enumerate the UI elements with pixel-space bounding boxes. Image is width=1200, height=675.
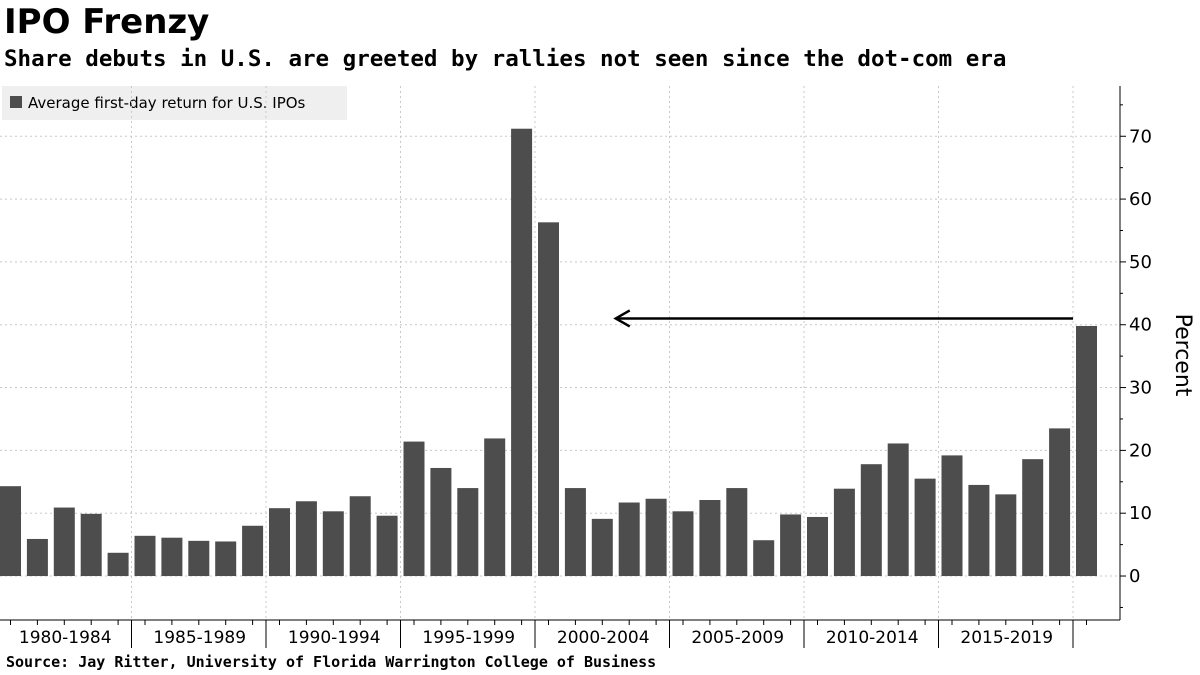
bar	[538, 222, 559, 577]
legend	[2, 86, 347, 120]
bar	[1076, 325, 1097, 577]
bar	[645, 498, 667, 577]
bar	[322, 511, 344, 577]
bar	[833, 488, 855, 577]
y-axis-title: Percent	[1170, 314, 1195, 397]
bar	[672, 511, 694, 577]
bar	[107, 552, 129, 577]
x-group-label: 1985-1989	[153, 628, 246, 648]
source-note: Source: Jay Ritter, University of Florid…	[6, 653, 657, 671]
bar	[968, 484, 990, 577]
bar	[699, 500, 721, 577]
bar	[242, 525, 264, 577]
bar	[269, 508, 290, 577]
bar	[995, 494, 1017, 577]
x-group-label: 2015-2019	[960, 628, 1053, 648]
bar	[618, 502, 640, 577]
x-group-label: 2005-2009	[691, 628, 784, 648]
bar	[1022, 459, 1044, 577]
bar	[376, 515, 398, 577]
bar	[161, 537, 183, 577]
bar	[780, 514, 802, 577]
chart-subtitle: Share debuts in U.S. are greeted by rall…	[4, 46, 1007, 72]
bar	[860, 464, 882, 577]
bar	[349, 496, 371, 577]
bar	[1049, 428, 1071, 577]
bar	[887, 443, 909, 577]
bars	[0, 128, 1097, 577]
x-group-label: 1995-1999	[422, 628, 515, 648]
bar	[726, 488, 748, 577]
y-tick-label: 0	[1129, 566, 1140, 587]
x-group-label: 2010-2014	[826, 628, 919, 648]
bar	[430, 467, 452, 577]
bar	[484, 438, 506, 577]
y-tick-label: 10	[1129, 503, 1152, 524]
y-tick-label: 40	[1129, 315, 1152, 336]
bar	[80, 513, 102, 577]
bar	[134, 535, 156, 577]
y-tick-label: 60	[1129, 189, 1152, 210]
bar	[0, 486, 21, 577]
labels: 0 10 20 30 40 50 60 70 1980-1984 1985-1989 1990-19…	[19, 126, 1195, 648]
y-tick-label: 70	[1129, 126, 1152, 147]
bar	[215, 541, 237, 577]
legend-swatch	[10, 96, 22, 108]
y-tick-label: 30	[1129, 378, 1152, 399]
bar	[403, 441, 425, 577]
bar	[26, 538, 48, 577]
chart-title: IPO Frenzy	[4, 2, 210, 42]
bar	[591, 518, 613, 577]
x-group-label: 1990-1994	[288, 628, 381, 648]
y-tick-label: 50	[1129, 252, 1152, 273]
bar	[511, 128, 533, 577]
bar	[53, 507, 75, 577]
bar	[941, 455, 963, 577]
grid	[0, 86, 1120, 620]
bar	[295, 501, 317, 577]
bar	[914, 478, 936, 577]
axes	[0, 86, 1126, 648]
y-tick-label: 20	[1129, 440, 1152, 461]
bar	[457, 488, 479, 577]
bar	[807, 516, 828, 577]
x-group-label: 1980-1984	[19, 628, 112, 648]
bar	[188, 540, 210, 577]
legend-label: Average first-day return for U.S. IPOs	[28, 94, 306, 112]
arrow-head	[613, 309, 631, 328]
x-group-label: 2000-2004	[557, 628, 650, 648]
bar	[753, 540, 775, 577]
bar	[564, 488, 586, 577]
annotation-arrow	[613, 309, 1074, 328]
